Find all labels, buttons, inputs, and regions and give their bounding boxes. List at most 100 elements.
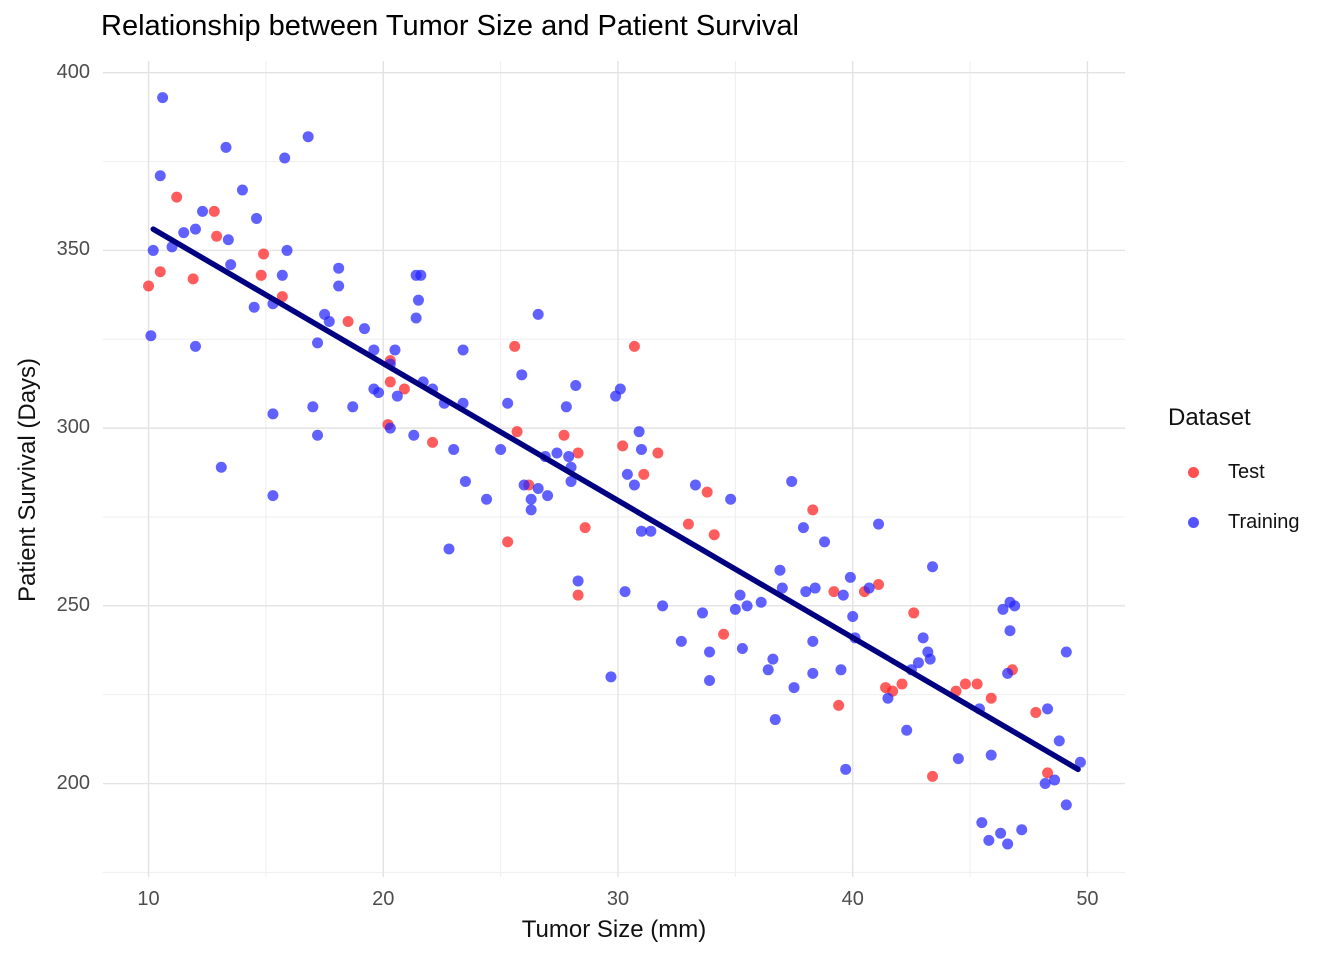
test-data-point bbox=[171, 191, 183, 203]
training-data-point bbox=[481, 493, 493, 505]
training-data-point bbox=[391, 390, 403, 402]
x-tick-label: 40 bbox=[841, 888, 864, 910]
training-data-point bbox=[279, 152, 291, 164]
chart-title: Relationship between Tumor Size and Pati… bbox=[101, 10, 799, 42]
test-data-point bbox=[276, 291, 288, 303]
test-data-point bbox=[682, 518, 694, 530]
training-data-point bbox=[1009, 600, 1021, 612]
training-data-point bbox=[725, 493, 737, 505]
training-data-point bbox=[840, 763, 852, 775]
training-data-point bbox=[532, 308, 544, 320]
test-data-point bbox=[701, 486, 713, 498]
training-data-point bbox=[675, 635, 687, 647]
training-data-point bbox=[863, 582, 875, 594]
test-data-point bbox=[572, 589, 584, 601]
training-data-point bbox=[542, 490, 554, 502]
test-data-point bbox=[208, 205, 220, 217]
training-data-point bbox=[1053, 735, 1065, 747]
test-data-point bbox=[985, 692, 997, 704]
training-data-point bbox=[312, 337, 324, 349]
legend-label-test: Test bbox=[1228, 460, 1265, 483]
training-data-point bbox=[302, 131, 314, 143]
test-data-point bbox=[384, 376, 396, 388]
training-data-point bbox=[276, 269, 288, 281]
test-point-icon bbox=[1188, 466, 1199, 478]
training-data-point bbox=[457, 344, 469, 356]
x-tick-label: 10 bbox=[137, 888, 160, 910]
x-axis-title: Tumor Size (mm) bbox=[521, 916, 707, 943]
test-data-point bbox=[211, 230, 223, 242]
training-data-point bbox=[570, 379, 582, 391]
training-data-point bbox=[983, 834, 995, 846]
training-data-point bbox=[1060, 799, 1072, 811]
training-data-point bbox=[882, 692, 894, 704]
test-data-point bbox=[652, 447, 664, 459]
training-data-point bbox=[917, 632, 929, 644]
test-data-point bbox=[971, 678, 983, 690]
training-data-point bbox=[560, 401, 572, 413]
x-tick-label: 30 bbox=[606, 888, 630, 910]
training-data-point bbox=[769, 714, 781, 726]
training-data-point bbox=[762, 664, 774, 676]
training-data-point bbox=[525, 504, 537, 516]
training-data-point bbox=[448, 443, 460, 455]
test-data-point bbox=[959, 678, 971, 690]
training-data-point bbox=[563, 451, 575, 463]
test-data-point bbox=[807, 504, 819, 516]
test-data-point bbox=[638, 468, 650, 480]
y-tick-label: 200 bbox=[56, 771, 90, 794]
legend-item-test: Test bbox=[1168, 458, 1300, 486]
training-data-point bbox=[412, 294, 424, 306]
test-data-point bbox=[828, 586, 840, 598]
training-data-point bbox=[178, 227, 190, 239]
training-data-point bbox=[189, 340, 201, 352]
training-data-point bbox=[443, 543, 455, 555]
test-data-point bbox=[255, 269, 267, 281]
training-data-point bbox=[995, 827, 1007, 839]
training-data-point bbox=[927, 561, 939, 573]
training-data-point bbox=[755, 596, 767, 608]
training-data-point bbox=[788, 682, 800, 694]
training-data-point bbox=[844, 571, 856, 583]
test-data-point bbox=[427, 436, 439, 448]
training-data-point bbox=[251, 212, 263, 224]
y-tick-label: 400 bbox=[56, 60, 90, 83]
training-data-point bbox=[605, 671, 617, 683]
training-data-point bbox=[1016, 824, 1028, 836]
training-data-point bbox=[408, 429, 420, 441]
training-data-point bbox=[551, 447, 563, 459]
legend-item-training: Training bbox=[1168, 508, 1300, 536]
training-data-point bbox=[847, 610, 859, 622]
legend-label-training: Training bbox=[1228, 510, 1300, 533]
test-data-point bbox=[718, 628, 730, 640]
training-data-point bbox=[225, 259, 237, 271]
y-tick-label: 300 bbox=[56, 416, 90, 439]
training-data-point bbox=[628, 479, 640, 491]
training-data-point bbox=[565, 475, 577, 487]
training-data-point bbox=[333, 280, 345, 292]
training-data-point bbox=[736, 642, 748, 654]
training-data-point bbox=[1049, 774, 1061, 786]
training-data-point bbox=[347, 401, 359, 413]
training-data-point bbox=[837, 589, 849, 601]
training-data-point bbox=[323, 316, 335, 328]
training-data-point bbox=[1002, 838, 1014, 850]
test-data-point bbox=[143, 280, 155, 292]
training-data-point bbox=[516, 369, 528, 381]
training-data-point bbox=[645, 525, 657, 537]
training-data-point bbox=[800, 586, 812, 598]
test-data-point bbox=[511, 426, 523, 438]
training-data-point bbox=[797, 522, 809, 534]
test-data-point bbox=[873, 579, 885, 591]
trend-line bbox=[150, 226, 1081, 773]
training-data-point bbox=[368, 344, 380, 356]
legend-title: Dataset bbox=[1168, 404, 1251, 431]
training-data-point bbox=[835, 664, 847, 676]
training-data-point bbox=[633, 426, 645, 438]
test-data-point bbox=[579, 522, 591, 534]
training-data-point bbox=[236, 184, 248, 196]
training-data-point bbox=[145, 330, 157, 342]
y-tick-label: 350 bbox=[56, 238, 90, 261]
